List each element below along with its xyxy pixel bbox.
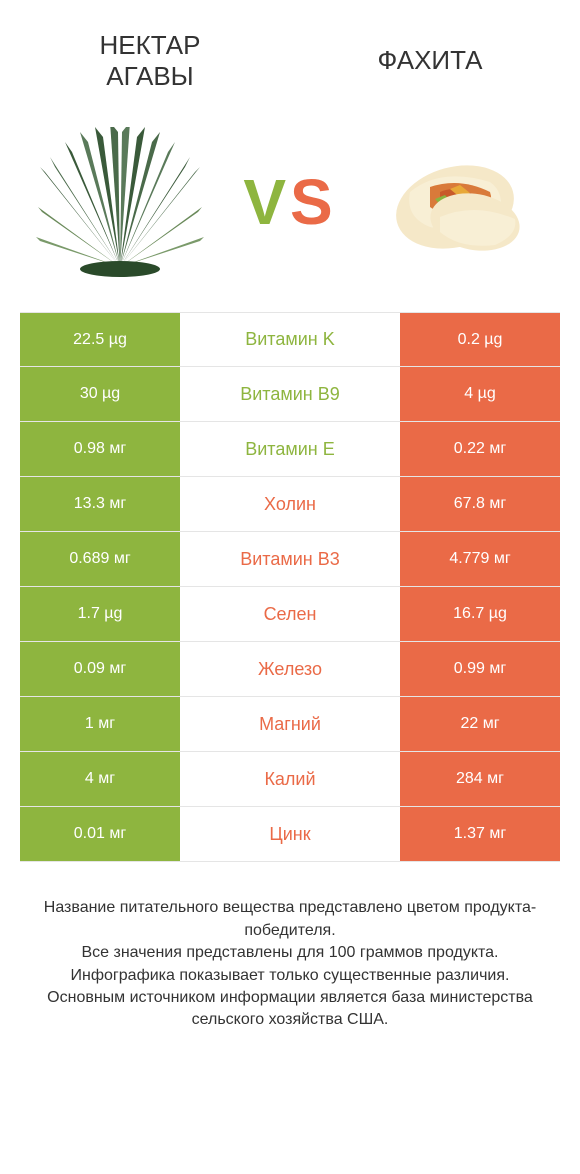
cell-right-value: 67.8 мг [400,477,560,531]
vs-s: S [290,166,337,238]
cell-right-value: 4.779 мг [400,532,560,586]
cell-left-value: 22.5 µg [20,313,180,366]
header: НЕКТАР АГАВЫ ФАХИТА [0,0,580,102]
cell-left-value: 0.01 мг [20,807,180,861]
cell-nutrient-name: Железо [180,642,400,696]
title-left: НЕКТАР АГАВЫ [50,30,250,92]
cell-nutrient-name: Витамин B9 [180,367,400,421]
header-right: ФАХИТА [330,30,530,76]
table-row: 0.98 мгВитамин E0.22 мг [20,422,560,477]
footer: Название питательного вещества представл… [0,862,580,1031]
cell-right-value: 16.7 µg [400,587,560,641]
agave-image [30,122,210,282]
table-row: 1 мгМагний22 мг [20,697,560,752]
cell-nutrient-name: Калий [180,752,400,806]
cell-nutrient-name: Витамин E [180,422,400,476]
cell-nutrient-name: Холин [180,477,400,531]
table-row: 30 µgВитамин B94 µg [20,367,560,422]
cell-right-value: 1.37 мг [400,807,560,861]
cell-left-value: 30 µg [20,367,180,421]
cell-right-value: 22 мг [400,697,560,751]
images-row: VS [0,102,580,312]
fajita-image [370,122,550,282]
vs-v: V [243,166,290,238]
nutrient-table: 22.5 µgВитамин K0.2 µg30 µgВитамин B94 µ… [20,312,560,862]
cell-left-value: 4 мг [20,752,180,806]
vs-label: VS [243,165,336,239]
cell-right-value: 0.99 мг [400,642,560,696]
table-row: 22.5 µgВитамин K0.2 µg [20,312,560,367]
table-row: 0.689 мгВитамин B34.779 мг [20,532,560,587]
cell-left-value: 0.98 мг [20,422,180,476]
cell-left-value: 1.7 µg [20,587,180,641]
agave-icon [35,127,205,277]
cell-right-value: 0.2 µg [400,313,560,366]
cell-right-value: 0.22 мг [400,422,560,476]
cell-left-value: 13.3 мг [20,477,180,531]
cell-nutrient-name: Селен [180,587,400,641]
table-row: 4 мгКалий284 мг [20,752,560,807]
table-row: 13.3 мгХолин67.8 мг [20,477,560,532]
cell-left-value: 0.09 мг [20,642,180,696]
footer-line-3: Инфографика показывает только существенн… [25,965,555,987]
footer-line-1: Название питательного вещества представл… [25,897,555,942]
cell-nutrient-name: Витамин K [180,313,400,366]
cell-nutrient-name: Цинк [180,807,400,861]
header-left: НЕКТАР АГАВЫ [50,30,250,92]
title-right: ФАХИТА [330,45,530,76]
cell-left-value: 1 мг [20,697,180,751]
cell-nutrient-name: Магний [180,697,400,751]
table-row: 0.01 мгЦинк1.37 мг [20,807,560,862]
cell-right-value: 284 мг [400,752,560,806]
fajita-icon [380,137,540,267]
table-row: 1.7 µgСелен16.7 µg [20,587,560,642]
cell-right-value: 4 µg [400,367,560,421]
cell-left-value: 0.689 мг [20,532,180,586]
cell-nutrient-name: Витамин B3 [180,532,400,586]
footer-line-4: Основным источником информации является … [25,987,555,1032]
table-row: 0.09 мгЖелезо0.99 мг [20,642,560,697]
footer-line-2: Все значения представлены для 100 граммо… [25,942,555,964]
